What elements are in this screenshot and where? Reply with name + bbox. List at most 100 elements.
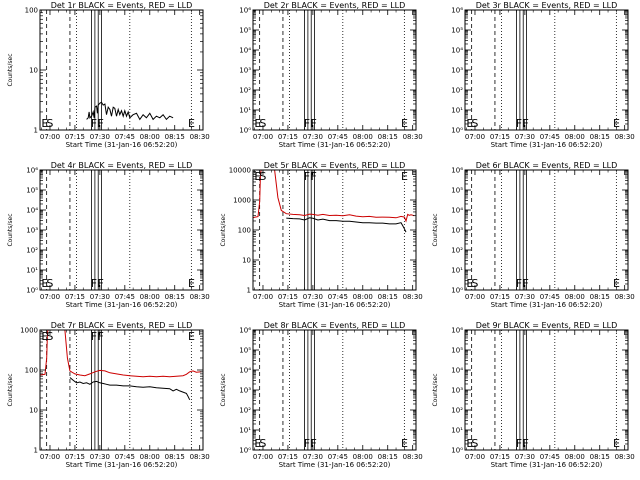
x-tick-label: 07:45 (115, 293, 135, 301)
panel-det4r: Det 4r BLACK = Events, RED = LLD 10⁰ 10¹ 10… (7, 161, 210, 309)
y-tick-label: 10² (451, 407, 463, 415)
marker-letter: F (523, 277, 529, 290)
panel-title: Det 8r BLACK = Events, RED = LLD (264, 321, 406, 330)
x-tick-label: 08:30 (403, 453, 423, 461)
x-tick-label: 08:00 (565, 453, 585, 461)
plot-frame (464, 9, 629, 131)
x-tick-label: 08:00 (140, 293, 160, 301)
x-tick-label: 07:30 (303, 133, 323, 141)
y-tick-label: 1 (247, 287, 251, 295)
panel-det7r: Det 7r BLACK = Events, RED = LLD 1 10 100 10… (7, 321, 210, 469)
y-tick-label: 10⁶ (26, 167, 38, 175)
panel-title: Det 4r BLACK = Events, RED = LLD (51, 161, 193, 170)
y-tick-label: 10⁴ (239, 367, 251, 375)
marker-letter: F (91, 330, 97, 343)
x-tick-label: 08:00 (140, 453, 160, 461)
panel-det2r: Det 2r BLACK = Events, RED = LLD 10⁰ 10¹ 10… (239, 1, 422, 149)
panel-title: Det 3r BLACK = Events, RED = LLD (476, 1, 618, 10)
x-tick-label: 07:00 (465, 133, 485, 141)
y-axis-label: Counts/sec (220, 373, 227, 406)
y-tick-label: 10¹ (26, 267, 38, 275)
y-tick-label: 10² (451, 247, 463, 255)
marker-letter: F (98, 117, 104, 130)
y-tick-label: 1 (34, 447, 38, 455)
x-axis-label: Start Time (31-Jan-16 06:52:20) (279, 301, 391, 309)
y-tick-label: 1000 (233, 197, 251, 205)
x-tick-label: 07:30 (90, 293, 110, 301)
x-tick-label: 07:15 (278, 453, 298, 461)
marker-letter: E (466, 277, 473, 290)
marker-letter: F (311, 117, 317, 130)
marker-letter: E (188, 277, 195, 290)
marker-letter: S (471, 437, 478, 450)
marker-letter: E (41, 277, 48, 290)
plot-frame (252, 329, 417, 451)
marker-letter: E (401, 170, 408, 183)
y-tick-label: 10 (29, 67, 38, 75)
x-tick-label: 08:00 (565, 133, 585, 141)
x-tick-label: 07:15 (490, 133, 510, 141)
marker-letter: E (613, 437, 620, 450)
plot-frame (39, 169, 204, 291)
x-tick-label: 07:30 (515, 293, 535, 301)
y-tick-label: 10⁶ (451, 327, 463, 335)
plot-frame (464, 329, 629, 451)
panel-title: Det 6r BLACK = Events, RED = LLD (476, 161, 618, 170)
marker-letter: E (401, 117, 408, 130)
x-tick-label: 07:45 (540, 133, 560, 141)
y-tick-label: 10⁰ (239, 127, 251, 135)
y-tick-label: 10⁰ (451, 127, 463, 135)
y-tick-label: 10⁴ (451, 47, 463, 55)
y-tick-label: 10⁴ (451, 367, 463, 375)
x-tick-label: 07:00 (253, 453, 273, 461)
y-axis-label: Counts/sec (7, 53, 14, 86)
marker-letter: F (98, 277, 104, 290)
y-tick-label: 10⁵ (451, 187, 463, 195)
x-tick-label: 07:30 (90, 453, 110, 461)
x-tick-label: 08:15 (378, 453, 398, 461)
x-tick-label: 08:30 (615, 133, 635, 141)
x-tick-label: 07:30 (303, 293, 323, 301)
marker-letter: F (311, 170, 317, 183)
x-axis-label: Start Time (31-Jan-16 06:52:20) (491, 461, 603, 469)
marker-letter: F (91, 277, 97, 290)
y-tick-label: 10¹ (451, 267, 463, 275)
marker-letter: E (254, 117, 261, 130)
y-tick-label: 10⁵ (239, 27, 251, 35)
marker-letter: F (304, 437, 310, 450)
x-tick-label: 08:00 (353, 293, 373, 301)
x-tick-label: 08:15 (590, 293, 610, 301)
marker-letter: F (516, 437, 522, 450)
x-tick-label: 08:30 (403, 133, 423, 141)
marker-letter: E (466, 117, 473, 130)
y-tick-label: 10⁶ (451, 7, 463, 15)
x-tick-label: 08:30 (190, 133, 210, 141)
marker-letter: E (254, 170, 261, 183)
y-tick-label: 10² (26, 247, 38, 255)
y-tick-label: 10000 (229, 167, 251, 175)
x-tick-label: 07:45 (328, 133, 348, 141)
x-tick-label: 08:00 (353, 453, 373, 461)
x-tick-label: 07:00 (40, 453, 60, 461)
marker-letter: S (259, 117, 266, 130)
y-tick-label: 10⁶ (451, 167, 463, 175)
y-tick-label: 10² (239, 87, 251, 95)
y-tick-label: 10¹ (239, 427, 251, 435)
y-tick-label: 10 (29, 407, 38, 415)
panel-det8r: Det 8r BLACK = Events, RED = LLD 10⁰ 10¹ 10… (220, 321, 423, 469)
x-tick-label: 07:00 (40, 293, 60, 301)
marker-letter: F (523, 437, 529, 450)
marker-letter: F (311, 437, 317, 450)
x-tick-label: 07:00 (465, 293, 485, 301)
panel-det6r: Det 6r BLACK = Events, RED = LLD 10⁰ 10¹ 10… (432, 161, 635, 309)
y-tick-label: 10⁴ (451, 207, 463, 215)
x-tick-label: 08:30 (615, 453, 635, 461)
panel-det9r: Det 9r BLACK = Events, RED = LLD 10⁰ 10¹ 10… (432, 321, 635, 469)
plot-frame (464, 169, 629, 291)
y-tick-label: 10⁰ (451, 447, 463, 455)
series-det5r-1 (286, 217, 407, 233)
panel-det1r: Det 1r BLACK = Events, RED = LLD 1 10 100 07… (7, 1, 210, 149)
y-axis-label: Counts/sec (220, 213, 227, 246)
y-tick-label: 10⁰ (26, 287, 38, 295)
